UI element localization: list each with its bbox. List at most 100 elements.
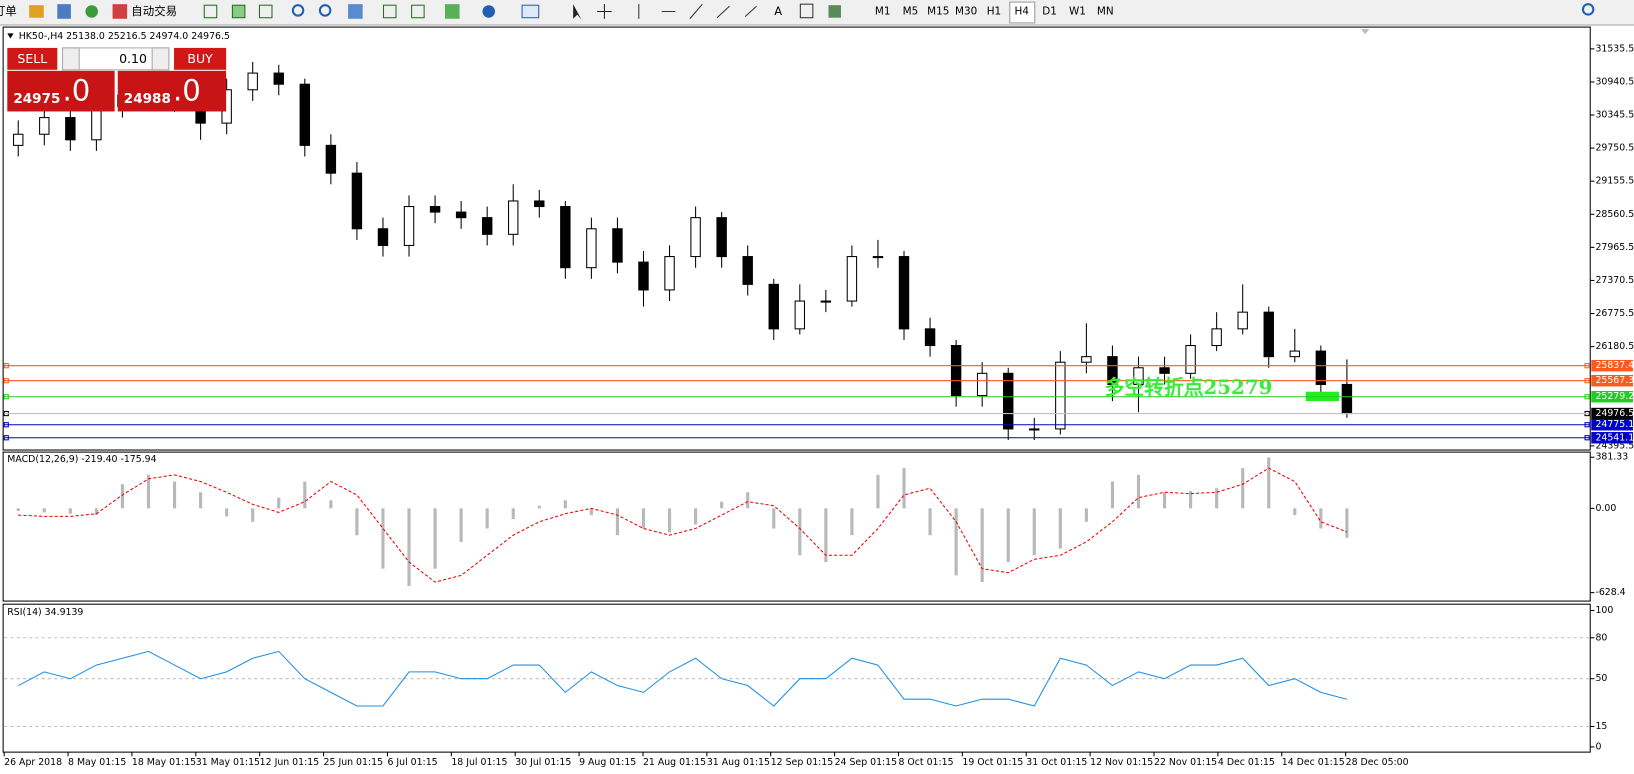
lot-value[interactable]: 0.10: [119, 51, 147, 66]
icon[interactable]: [482, 5, 495, 18]
buy-button[interactable]: [174, 47, 227, 70]
candle-body: [273, 72, 284, 85]
icon[interactable]: [411, 4, 425, 19]
buy-price[interactable]: 24988: [124, 91, 171, 107]
autotrade-label[interactable]: 自动交易: [131, 4, 177, 18]
macd-bar: [667, 508, 672, 533]
draw-icons[interactable]: [638, 3, 757, 20]
x-tick-label: 26 Apr 2018: [4, 757, 62, 768]
macd-bar: [485, 508, 489, 529]
candle-body: [1341, 383, 1353, 415]
lot-up[interactable]: [151, 47, 170, 71]
candle-body: [1263, 311, 1274, 358]
lot-down[interactable]: [62, 47, 80, 71]
macd-bar: [1345, 508, 1349, 538]
macd-bar: [1241, 468, 1245, 509]
icon[interactable]: [318, 4, 332, 17]
timeframe[interactable]: H4: [1015, 5, 1030, 17]
icon[interactable]: [291, 4, 305, 17]
macd-bar: [1267, 457, 1271, 509]
x-tick-label: 8 Oct 01:15: [898, 757, 953, 768]
icon[interactable]: [258, 4, 273, 19]
price-pane: [2, 26, 1591, 451]
candle-body: [716, 217, 727, 258]
icon[interactable]: [57, 4, 71, 19]
x-tick-label: 12 Nov 01:15: [1090, 757, 1153, 768]
icon[interactable]: [521, 4, 540, 19]
icon[interactable]: [348, 4, 363, 19]
timeframe[interactable]: M1: [875, 5, 891, 17]
sell-label[interactable]: SELL: [17, 51, 47, 66]
candle-body: [403, 206, 415, 246]
macd-bar: [902, 468, 906, 509]
icon[interactable]: [203, 4, 218, 19]
icon[interactable]: [444, 4, 460, 19]
icon[interactable]: [29, 5, 44, 18]
candle-body: [1055, 361, 1066, 430]
macd-bar: [381, 508, 385, 569]
candle-body: [1029, 428, 1040, 431]
candle-body: [429, 206, 441, 213]
timeframe[interactable]: M5: [903, 5, 919, 17]
active-tab: [1009, 1, 1036, 24]
buy-label[interactable]: BUY: [187, 51, 213, 66]
macd-bar: [850, 508, 854, 536]
text-icon[interactable]: A: [774, 4, 782, 18]
sell-button[interactable]: [7, 47, 58, 70]
search-icon[interactable]: [1581, 3, 1595, 16]
x-tick-label: 6 Jul 01:15: [387, 757, 437, 768]
candle-body: [508, 200, 519, 235]
macd-bar: [146, 474, 151, 509]
sell-price-box[interactable]: [7, 70, 115, 112]
timeframe[interactable]: H1: [987, 5, 1001, 17]
icon[interactable]: [828, 5, 841, 18]
trade-panel: SELL 0.10 BUY 24975 .0 24988 .0: [7, 47, 227, 112]
candle-body: [1185, 345, 1196, 374]
macd-bar: [563, 500, 567, 509]
y-tick-label: 100: [1595, 605, 1613, 616]
candle-body: [377, 228, 389, 246]
level-tag: [1591, 359, 1633, 372]
candle-body: [1107, 356, 1118, 385]
macd-label: MACD(12,26,9) -219.40 -175.94: [7, 454, 156, 465]
buy-price-frac[interactable]: .0: [173, 74, 201, 108]
icon[interactable]: [112, 4, 128, 19]
buy-price-box[interactable]: [117, 70, 227, 112]
y-tick-label: -628.4: [1595, 587, 1625, 598]
macd-bar: [251, 508, 255, 522]
timeframe[interactable]: D1: [1042, 5, 1057, 17]
timeframe[interactable]: W1: [1069, 5, 1086, 17]
macd-bar: [824, 508, 828, 562]
icon[interactable]: [231, 4, 246, 19]
macd-bar: [1006, 508, 1010, 562]
candle-body: [1003, 372, 1014, 430]
timeframe[interactable]: MN: [1097, 5, 1114, 17]
icon[interactable]: [799, 3, 814, 19]
sell-price[interactable]: 24975: [13, 91, 60, 107]
cursor-icon[interactable]: [573, 4, 582, 20]
x-tick-label: 18 Jul 01:15: [451, 757, 507, 768]
menu-label[interactable]: 订单: [0, 4, 17, 18]
x-tick-label: 31 Aug 01:15: [707, 757, 770, 768]
sell-price-frac[interactable]: .0: [63, 74, 91, 108]
timeframe[interactable]: M30: [955, 5, 977, 17]
icon[interactable]: [85, 5, 98, 18]
level-label: 25279.2: [1595, 391, 1634, 402]
y-tick-label: 24395.5: [1595, 440, 1634, 451]
timeframe[interactable]: M15: [927, 5, 949, 17]
level-label: 24775.1: [1595, 419, 1634, 430]
macd-bar: [459, 508, 463, 542]
candle-body: [534, 200, 545, 208]
x-tick-label: 30 Jul 01:15: [515, 757, 571, 768]
cross-icon[interactable]: [597, 4, 612, 19]
level-label: 25567.3: [1595, 375, 1634, 386]
candle-body: [1159, 367, 1170, 374]
macd-bar: [1032, 508, 1036, 556]
macd-bar: [1058, 508, 1062, 549]
macd-bar: [928, 508, 932, 536]
icon[interactable]: [382, 4, 397, 19]
x-tick-label: 22 Nov 01:15: [1154, 757, 1217, 768]
candle-body: [1211, 328, 1222, 347]
y-tick-label: 0: [1595, 741, 1601, 752]
macd-bar: [1319, 508, 1323, 529]
